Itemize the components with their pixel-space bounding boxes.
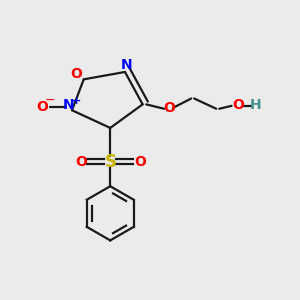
Text: +: + — [71, 95, 81, 106]
Text: −: − — [45, 94, 55, 107]
Text: N: N — [121, 58, 132, 72]
Text: O: O — [134, 155, 146, 169]
Text: H: H — [250, 98, 262, 112]
Text: O: O — [232, 98, 244, 112]
Text: O: O — [163, 101, 175, 115]
Text: O: O — [37, 100, 49, 114]
Text: N: N — [63, 98, 74, 112]
Text: S: S — [104, 153, 116, 171]
Text: O: O — [75, 155, 87, 169]
Text: O: O — [70, 67, 82, 81]
